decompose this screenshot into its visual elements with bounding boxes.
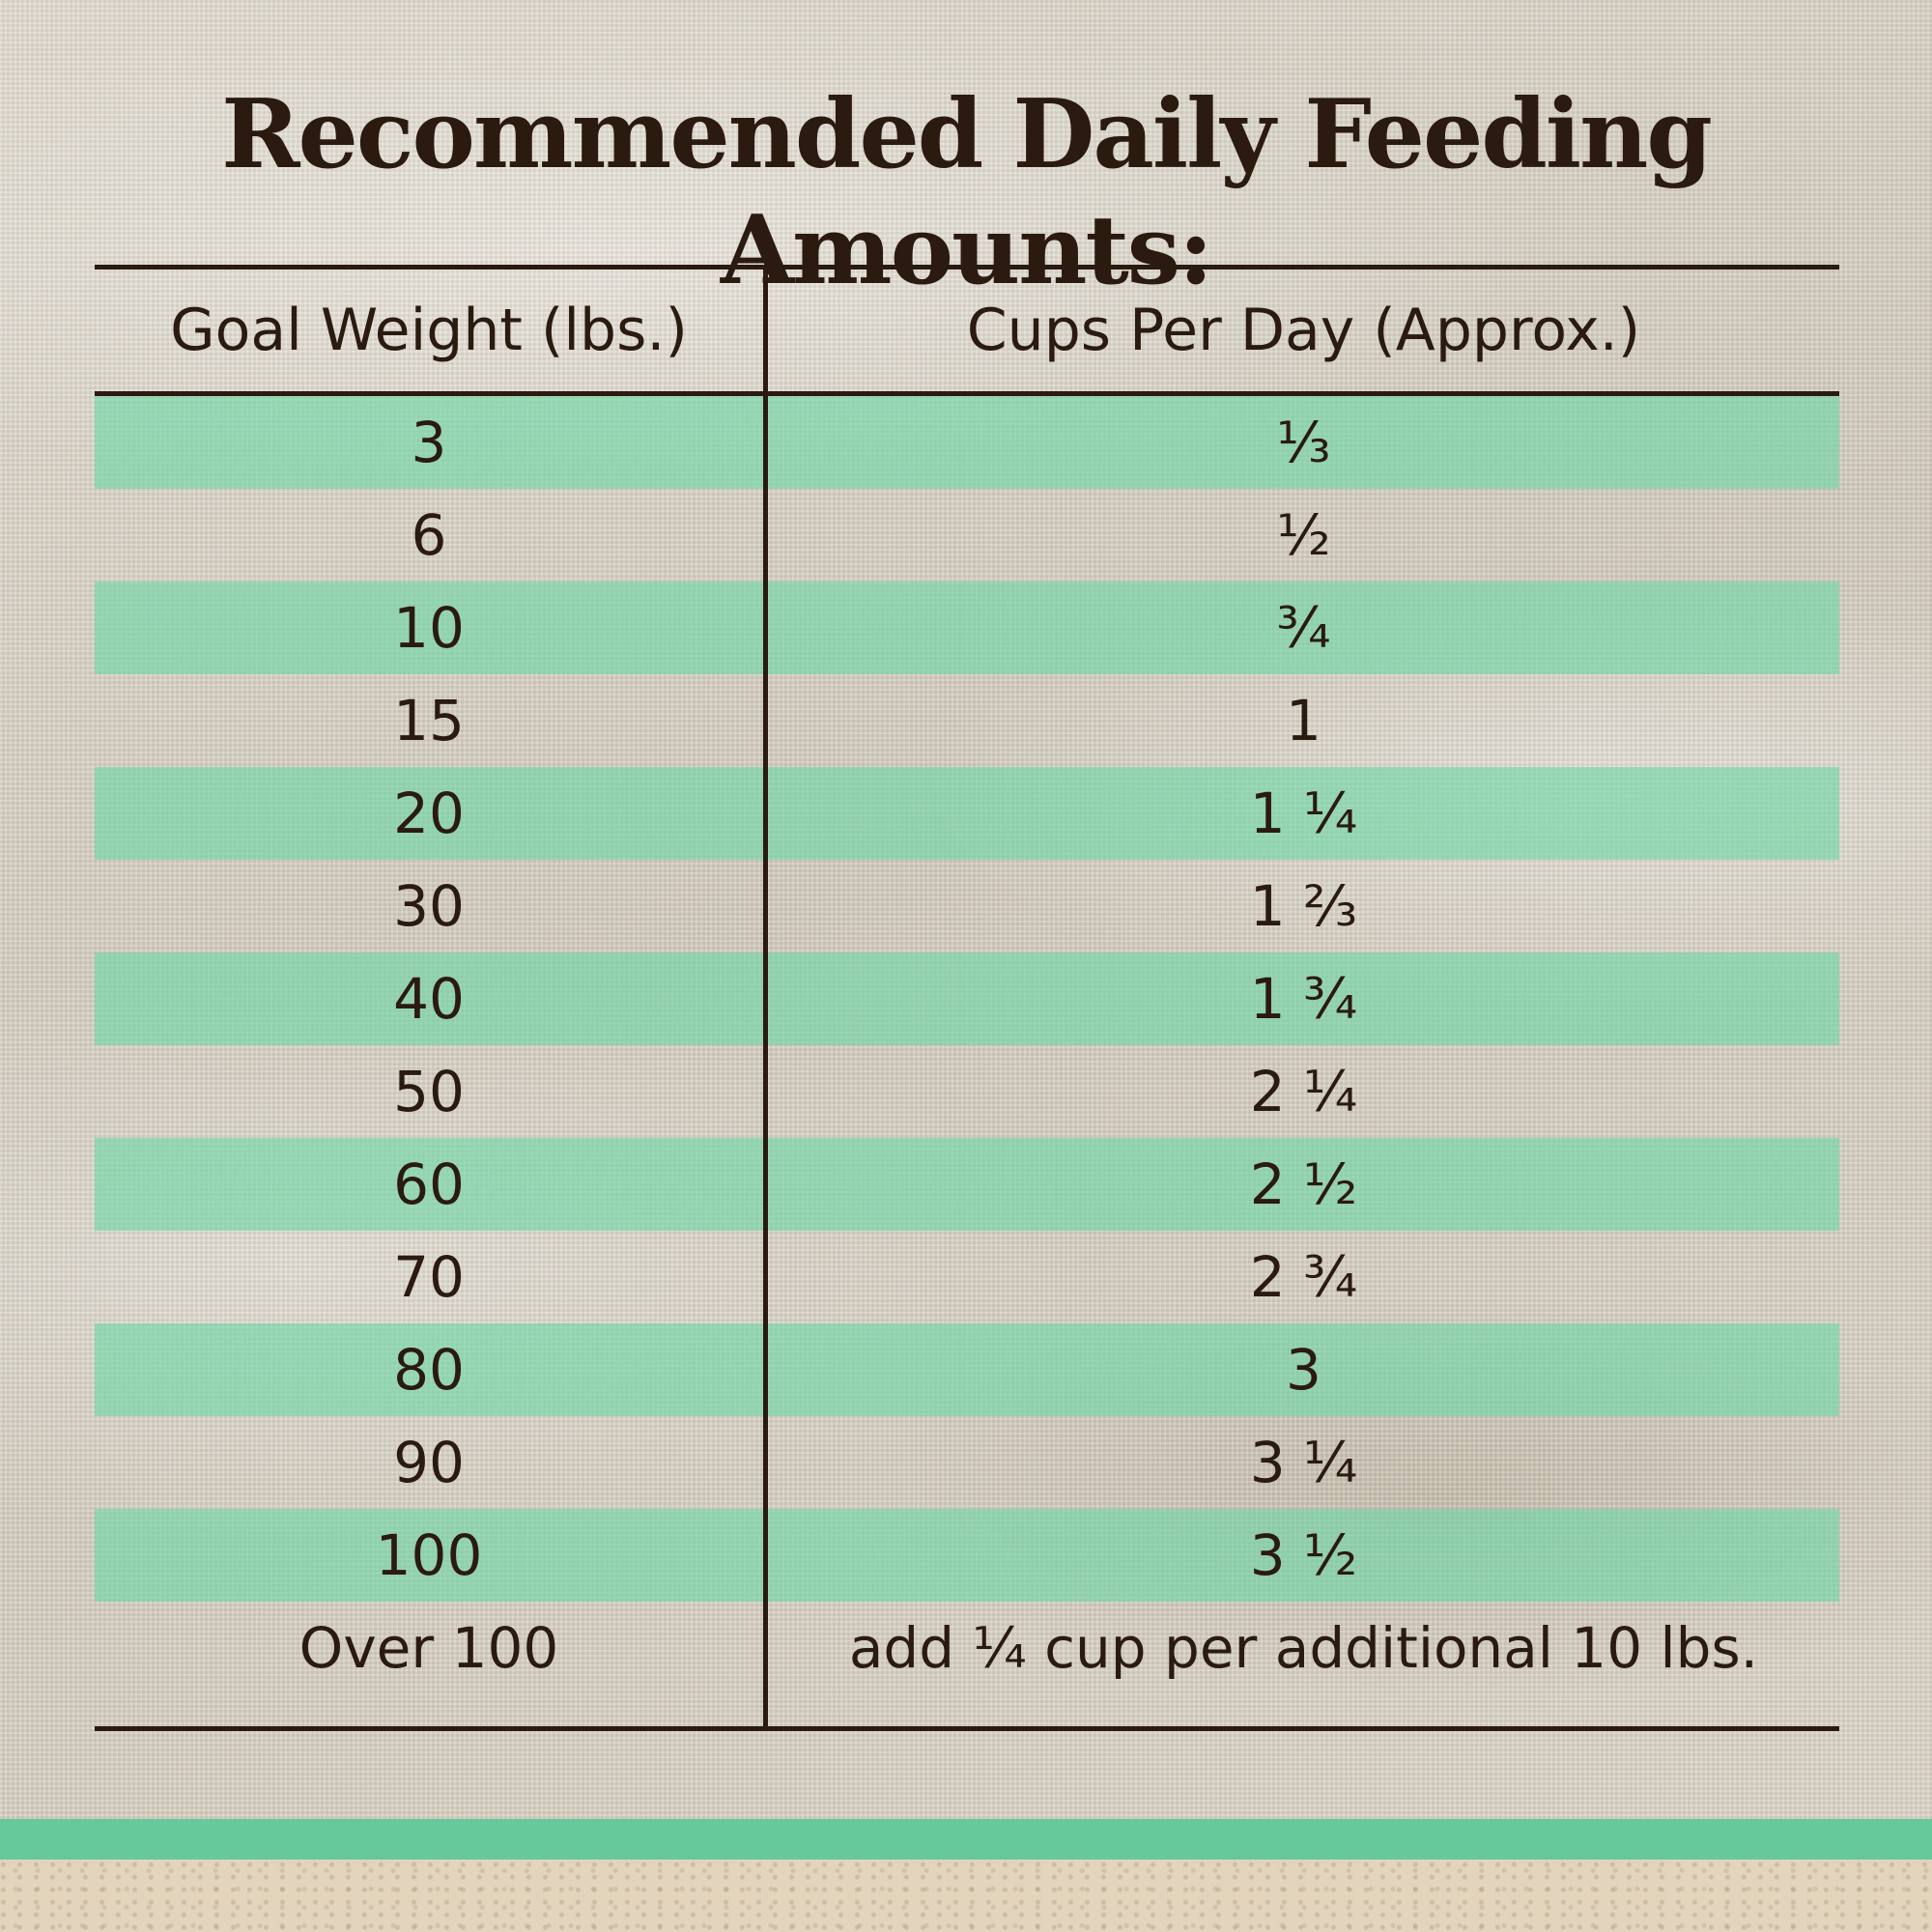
weight-cell: 100 [375, 1522, 483, 1588]
footer-band [0, 1819, 1932, 1860]
weight-cell: 50 [393, 1059, 465, 1124]
table-header-rule [95, 391, 1839, 396]
table-top-rule [95, 265, 1839, 270]
weight-cell: 60 [393, 1151, 465, 1217]
table-row: 80 3 [95, 1323, 1839, 1416]
weight-cell: Over 100 [298, 1615, 559, 1681]
cups-cell: 2 ½ [1249, 1151, 1358, 1217]
table-row: 90 3 ¼ [95, 1416, 1839, 1509]
table-row: 60 2 ½ [95, 1138, 1839, 1231]
footer-texture [0, 1860, 1932, 1932]
table-row: Over 100 add ¼ cup per additional 10 lbs… [95, 1602, 1839, 1694]
table-row: 30 1 ⅔ [95, 860, 1839, 952]
table-bottom-rule [95, 1726, 1839, 1731]
table-row: 15 1 [95, 674, 1839, 767]
weight-cell: 30 [393, 873, 465, 939]
table-row: 100 3 ½ [95, 1509, 1839, 1602]
cups-cell: 1 [1286, 688, 1321, 753]
cups-cell: ½ [1276, 502, 1331, 568]
weight-cell: 10 [393, 595, 465, 661]
column-header-cups-per-day: Cups Per Day (Approx.) [966, 297, 1641, 364]
table-body: 3 ⅓ 6 ½ 10 ¾ 15 1 20 1 ¼ 30 1 ⅔ 40 1 ¾ 5… [95, 396, 1839, 1694]
cups-cell: 3 [1286, 1337, 1321, 1403]
cups-cell: 1 ¼ [1249, 781, 1358, 846]
table-row: 50 2 ¼ [95, 1045, 1839, 1138]
page-title: Recommended Daily Feeding Amounts: [221, 79, 1713, 306]
cups-cell: add ¼ cup per additional 10 lbs. [848, 1615, 1759, 1681]
cups-cell: 1 ¾ [1249, 966, 1358, 1032]
weight-cell: 3 [411, 410, 447, 475]
cups-cell: 3 ¼ [1249, 1430, 1358, 1495]
table-row: 20 1 ¼ [95, 767, 1839, 860]
table-row: 10 ¾ [95, 582, 1839, 674]
table-row: 6 ½ [95, 489, 1839, 582]
column-divider [763, 265, 768, 1731]
table-row: 70 2 ¾ [95, 1231, 1839, 1323]
cups-cell: ⅓ [1276, 410, 1331, 475]
weight-cell: 40 [393, 966, 465, 1032]
table-row: 40 1 ¾ [95, 952, 1839, 1045]
weight-cell: 15 [393, 688, 465, 753]
cups-cell: 2 ¼ [1249, 1059, 1358, 1124]
weight-cell: 90 [393, 1430, 465, 1495]
column-header-goal-weight: Goal Weight (lbs.) [170, 297, 688, 364]
weight-cell: 80 [393, 1337, 465, 1403]
table-row: 3 ⅓ [95, 396, 1839, 489]
weight-cell: 20 [393, 781, 465, 846]
cups-cell: 2 ¾ [1249, 1244, 1358, 1310]
weight-cell: 6 [411, 502, 447, 568]
table-header: Goal Weight (lbs.) Cups Per Day (Approx.… [95, 270, 1839, 391]
cups-cell: 3 ½ [1249, 1522, 1358, 1588]
cups-cell: ¾ [1276, 595, 1331, 661]
weight-cell: 70 [393, 1244, 465, 1310]
cups-cell: 1 ⅔ [1249, 873, 1358, 939]
